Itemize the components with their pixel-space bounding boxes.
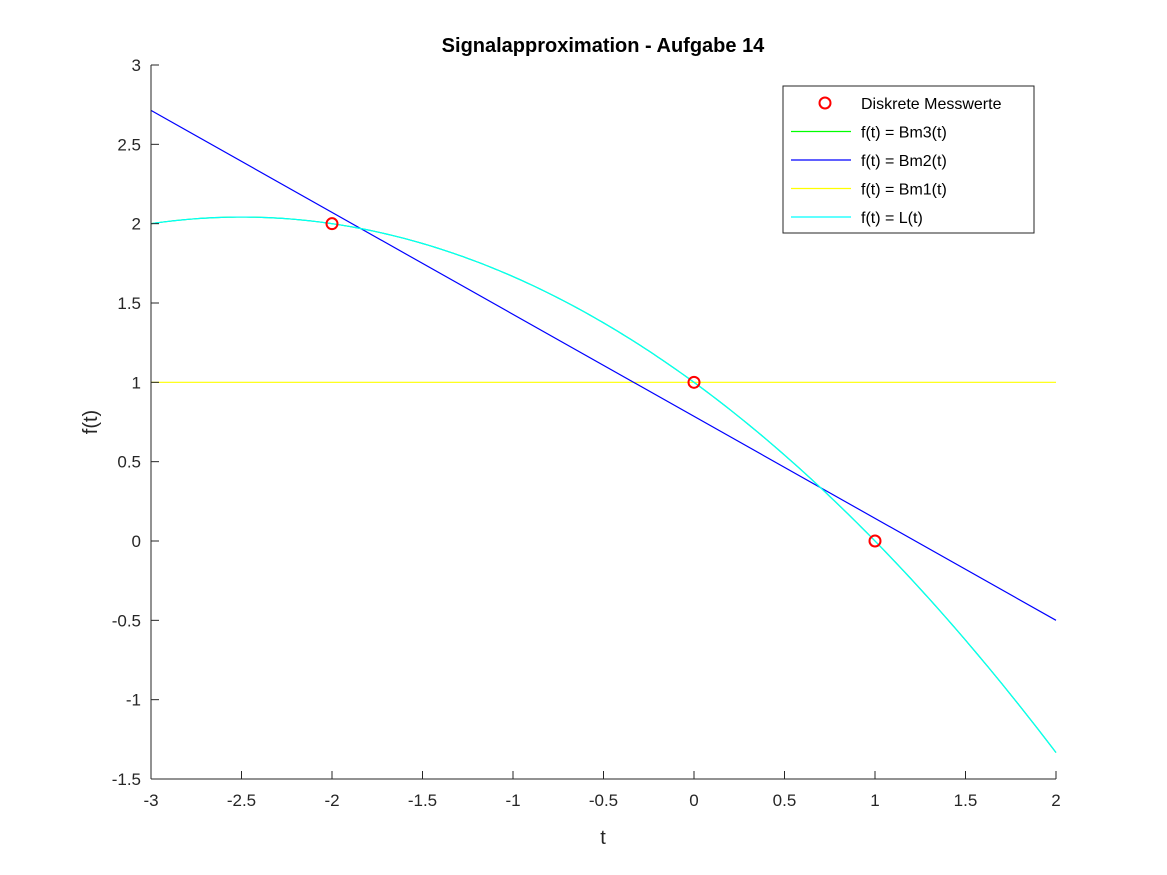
x-tick-label: 0.5 [773, 791, 797, 810]
x-tick-label: 2 [1051, 791, 1060, 810]
legend-label-2: f(t) = Bm2(t) [861, 153, 947, 170]
x-tick-label: -2 [324, 791, 339, 810]
data-point [868, 534, 882, 548]
y-tick-label: -1.5 [112, 770, 141, 789]
x-axis-ticks: -3 -2.5 -2 -1.5 -1 -0.5 0 0.5 1 1.5 2 [143, 771, 1061, 810]
x-tick-label: 1.5 [954, 791, 978, 810]
x-tick-label: -2.5 [227, 791, 256, 810]
legend-label-points: Diskrete Messwerte [861, 96, 1002, 113]
x-tick-label: 0 [689, 791, 698, 810]
x-tick-label: -0.5 [589, 791, 618, 810]
y-axis-label: f(t) [80, 410, 102, 434]
legend: Diskrete Messwerte f(t) = Bm3(t) f(t) = Bm… [782, 85, 1035, 234]
y-tick-label: 2.5 [117, 135, 141, 154]
y-axis-ticks: -1.5 -1 -0.5 0 0.5 1 1.5 2 2.5 3 [112, 56, 159, 789]
legend-label-3: f(t) = Bm1(t) [861, 182, 947, 199]
y-tick-label: 0 [132, 532, 141, 551]
y-tick-label: 1 [132, 373, 141, 392]
data-point [687, 375, 701, 389]
plot-area [150, 109, 1057, 753]
legend-label-1: f(t) = Bm3(t) [861, 125, 947, 142]
legend-marker-points [818, 96, 832, 110]
y-tick-label: 2 [132, 215, 141, 234]
series-line-4 [150, 216, 1057, 753]
x-tick-label: -1.5 [408, 791, 437, 810]
data-point [325, 217, 339, 231]
chart-title: Signalapproximation - Aufgabe 14 [442, 35, 766, 57]
y-tick-label: 0.5 [117, 453, 141, 472]
x-tick-label: -3 [143, 791, 158, 810]
y-tick-label: 3 [132, 56, 141, 75]
series-line-2 [150, 109, 1057, 621]
y-tick-label: -1 [126, 691, 141, 710]
y-tick-label: 1.5 [117, 294, 141, 313]
x-axis-label: t [600, 827, 606, 849]
x-tick-label: 1 [870, 791, 879, 810]
x-tick-label: -1 [505, 791, 520, 810]
y-tick-label: -0.5 [112, 611, 141, 630]
legend-label-4: f(t) = L(t) [861, 210, 923, 227]
